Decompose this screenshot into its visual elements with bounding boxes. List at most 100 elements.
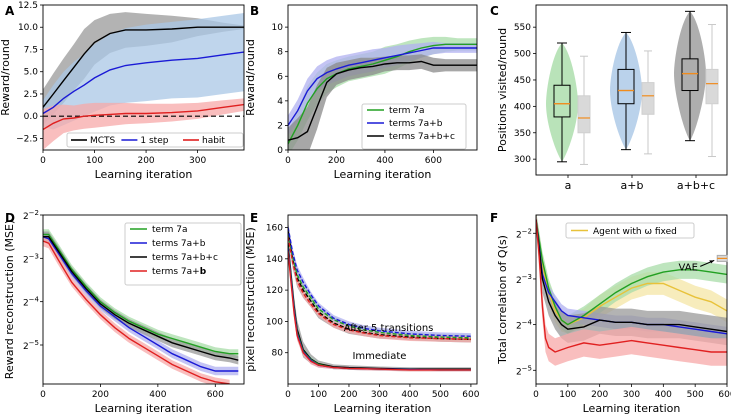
y-tick-label: 550 xyxy=(514,23,531,33)
violin-a xyxy=(546,43,578,162)
legend-entry: terms 7a+b xyxy=(152,267,207,277)
plot-frame xyxy=(535,214,728,385)
series-band xyxy=(536,215,727,366)
plot-frame xyxy=(42,4,245,151)
series-band xyxy=(536,215,727,346)
x-tick-label: 600 xyxy=(718,390,731,400)
legend-box xyxy=(565,222,695,239)
ghost-box-a+b xyxy=(641,82,655,115)
legend-entry: Agent with ω fixed xyxy=(593,227,677,237)
plot-area xyxy=(288,36,477,150)
y-tick-label: −2.5 xyxy=(16,134,38,144)
y-tick-label: 10 xyxy=(272,23,284,33)
series-line xyxy=(288,43,477,145)
y-tick-label: 10.0 xyxy=(18,23,38,33)
legend-entry: terms 7a+b xyxy=(152,239,206,249)
plot-area xyxy=(43,229,239,384)
y-tick-label: 12.5 xyxy=(18,1,38,11)
y-tick-label: 2 xyxy=(277,121,283,131)
series-line xyxy=(288,47,477,126)
series-band xyxy=(288,246,471,372)
box-a+b xyxy=(617,68,635,105)
series-line xyxy=(288,60,477,141)
x-axis-label: Learning iteration xyxy=(95,168,193,181)
series-line xyxy=(43,103,244,131)
y-tick-label: 160 xyxy=(266,224,283,234)
legend-entry: terms 7a+b+c xyxy=(389,132,455,142)
panel-A: A 0 100 200 300 Learning iteration Reward/roun… xyxy=(0,1,245,181)
vae-label: VAE xyxy=(679,262,698,273)
series-line xyxy=(288,250,471,371)
series-line xyxy=(43,26,244,108)
y-tick-label: 100 xyxy=(266,317,283,327)
panel-C: C 300 350 400 450 500 550 Positions visited/rou… xyxy=(490,4,728,192)
series-line xyxy=(43,236,239,372)
y-tick-label: 300 xyxy=(514,155,531,165)
y-tick-label: 8 xyxy=(277,48,283,58)
x-tick-label: 100 xyxy=(559,390,576,400)
plot-area xyxy=(536,215,727,366)
legend-entry: terms 7a+b+c xyxy=(152,253,218,263)
y-tick-label: 500 xyxy=(514,50,531,60)
legend-entry: term 7a xyxy=(389,106,424,116)
plot-frame xyxy=(287,4,478,151)
plot-area xyxy=(288,221,471,372)
x-category-label: a+b+c xyxy=(677,179,715,192)
x-tick-label: 0 xyxy=(40,390,46,400)
x-axis-label: Learning iteration xyxy=(334,168,432,181)
x-tick-label: 200 xyxy=(591,390,608,400)
series-band xyxy=(288,54,477,150)
panel-label: C xyxy=(490,4,499,18)
y-tick-label: 2−5 xyxy=(23,339,39,352)
ghost-box-a xyxy=(577,95,591,134)
x-tick-label: 400 xyxy=(655,390,672,400)
y-tick-label: 5.0 xyxy=(24,68,39,78)
series-line xyxy=(288,227,471,337)
legend-entry: 1 step xyxy=(140,136,168,146)
y-tick-label: 0.0 xyxy=(24,112,39,122)
series-line xyxy=(288,236,471,341)
panel-label: F xyxy=(490,211,498,225)
x-tick-label: 600 xyxy=(207,390,224,400)
x-tick-label: 600 xyxy=(425,156,442,166)
series-line xyxy=(536,219,727,353)
x-axis-label: Learning iteration xyxy=(95,402,193,415)
y-tick-label: 120 xyxy=(266,286,283,296)
y-axis-label: Reward/round xyxy=(0,39,12,116)
box-a xyxy=(553,84,571,118)
panel-B: B 0 200 400 600 Learning iteration Reward/roun… xyxy=(244,4,478,181)
y-axis-label: Reward reconstruction (MSE) xyxy=(3,220,16,379)
panel-label: E xyxy=(250,211,258,225)
panel-F: F 0 100 200 300 400 500 600 Learning iteration To… xyxy=(490,211,731,415)
plot-frame xyxy=(42,214,245,385)
x-tick-label: 100 xyxy=(86,156,103,166)
series-line xyxy=(536,219,727,333)
y-tick-label: 450 xyxy=(514,76,531,86)
x-tick-label: 0 xyxy=(533,390,539,400)
y-tick-label: 4 xyxy=(277,97,283,107)
y-tick-label: 80 xyxy=(272,349,284,359)
panel-E: E 0 100 200 300 400 500 600 Learning iteration pi… xyxy=(244,211,480,415)
legend-box xyxy=(66,132,244,148)
y-tick-label: 2−2 xyxy=(23,209,39,222)
y-tick-label: 2−5 xyxy=(516,364,532,377)
y-tick-label: 400 xyxy=(514,102,531,112)
x-tick-label: 400 xyxy=(376,156,393,166)
y-tick-label: 0 xyxy=(277,146,283,156)
legend-entry: terms 7a+b xyxy=(389,119,443,129)
legend-entry: term 7a xyxy=(152,225,187,235)
y-tick-label: 2−3 xyxy=(516,273,532,286)
x-tick-label: 400 xyxy=(149,390,166,400)
series-line xyxy=(43,240,230,384)
plot-area xyxy=(43,12,244,150)
y-tick-label: 2−2 xyxy=(516,227,532,240)
x-tick-label: 300 xyxy=(371,390,388,400)
x-tick-label: 200 xyxy=(137,156,154,166)
box-a+b+c xyxy=(681,58,699,92)
annotation-after-5: After 5 transitions xyxy=(344,323,434,334)
x-tick-label: 300 xyxy=(189,156,206,166)
y-tick-label: 2−4 xyxy=(23,296,40,309)
series-band xyxy=(43,13,244,130)
violin-a+b+c xyxy=(674,11,706,141)
series-band xyxy=(536,215,727,334)
